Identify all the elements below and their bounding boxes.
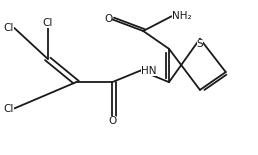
Text: Cl: Cl bbox=[4, 23, 14, 33]
Text: NH₂: NH₂ bbox=[172, 11, 191, 21]
Text: O: O bbox=[108, 116, 116, 126]
Text: O: O bbox=[104, 14, 112, 24]
Text: Cl: Cl bbox=[43, 18, 53, 28]
Text: HN: HN bbox=[141, 66, 156, 75]
Text: Cl: Cl bbox=[4, 104, 14, 113]
Text: S: S bbox=[197, 39, 203, 49]
